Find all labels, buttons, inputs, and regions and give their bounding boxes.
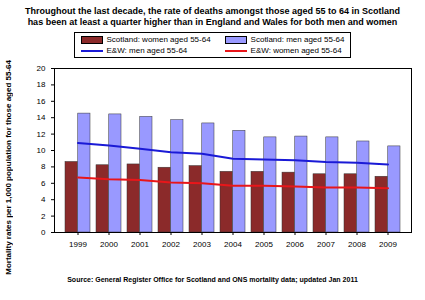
svg-text:2004: 2004 [224, 240, 242, 249]
svg-text:2005: 2005 [255, 240, 273, 249]
svg-text:2008: 2008 [348, 240, 366, 249]
svg-text:2000: 2000 [100, 240, 118, 249]
svg-text:4: 4 [41, 195, 46, 204]
svg-text:18: 18 [37, 80, 46, 89]
svg-text:12: 12 [37, 130, 46, 139]
svg-text:2002: 2002 [162, 240, 180, 249]
svg-text:2007: 2007 [317, 240, 335, 249]
svg-text:2009: 2009 [379, 240, 397, 249]
svg-text:16: 16 [37, 97, 46, 106]
svg-text:14: 14 [37, 113, 46, 122]
svg-text:2006: 2006 [286, 240, 304, 249]
svg-text:10: 10 [37, 146, 46, 155]
html-text:Scotland: men aged 55-64: Scotland: men aged 55-64 [250, 35, 345, 44]
svg-text:0: 0 [41, 228, 46, 237]
html-text:Throughout the last decade, th: Throughout the last decade, the rate of … [25, 6, 400, 27]
svg-text:20: 20 [37, 64, 46, 73]
html-text:E&W: men aged 55-64: E&W: men aged 55-64 [106, 46, 188, 55]
svg-text:2003: 2003 [193, 240, 211, 249]
svg-text:2001: 2001 [131, 240, 149, 249]
svg-text:1999: 1999 [69, 240, 87, 249]
html-text:Mortality rates per 1,000 popu: Mortality rates per 1,000 population for… [4, 60, 13, 275]
html-text:E&W: women aged 55-64: E&W: women aged 55-64 [250, 46, 342, 55]
svg-text:6: 6 [41, 179, 46, 188]
svg-text:8: 8 [41, 162, 46, 171]
html-text:Source: General Register Offic: Source: General Register Office for Scot… [67, 275, 358, 283]
svg-text:2: 2 [41, 212, 46, 221]
html-text:Scotland: women aged 55-64: Scotland: women aged 55-64 [106, 35, 211, 44]
